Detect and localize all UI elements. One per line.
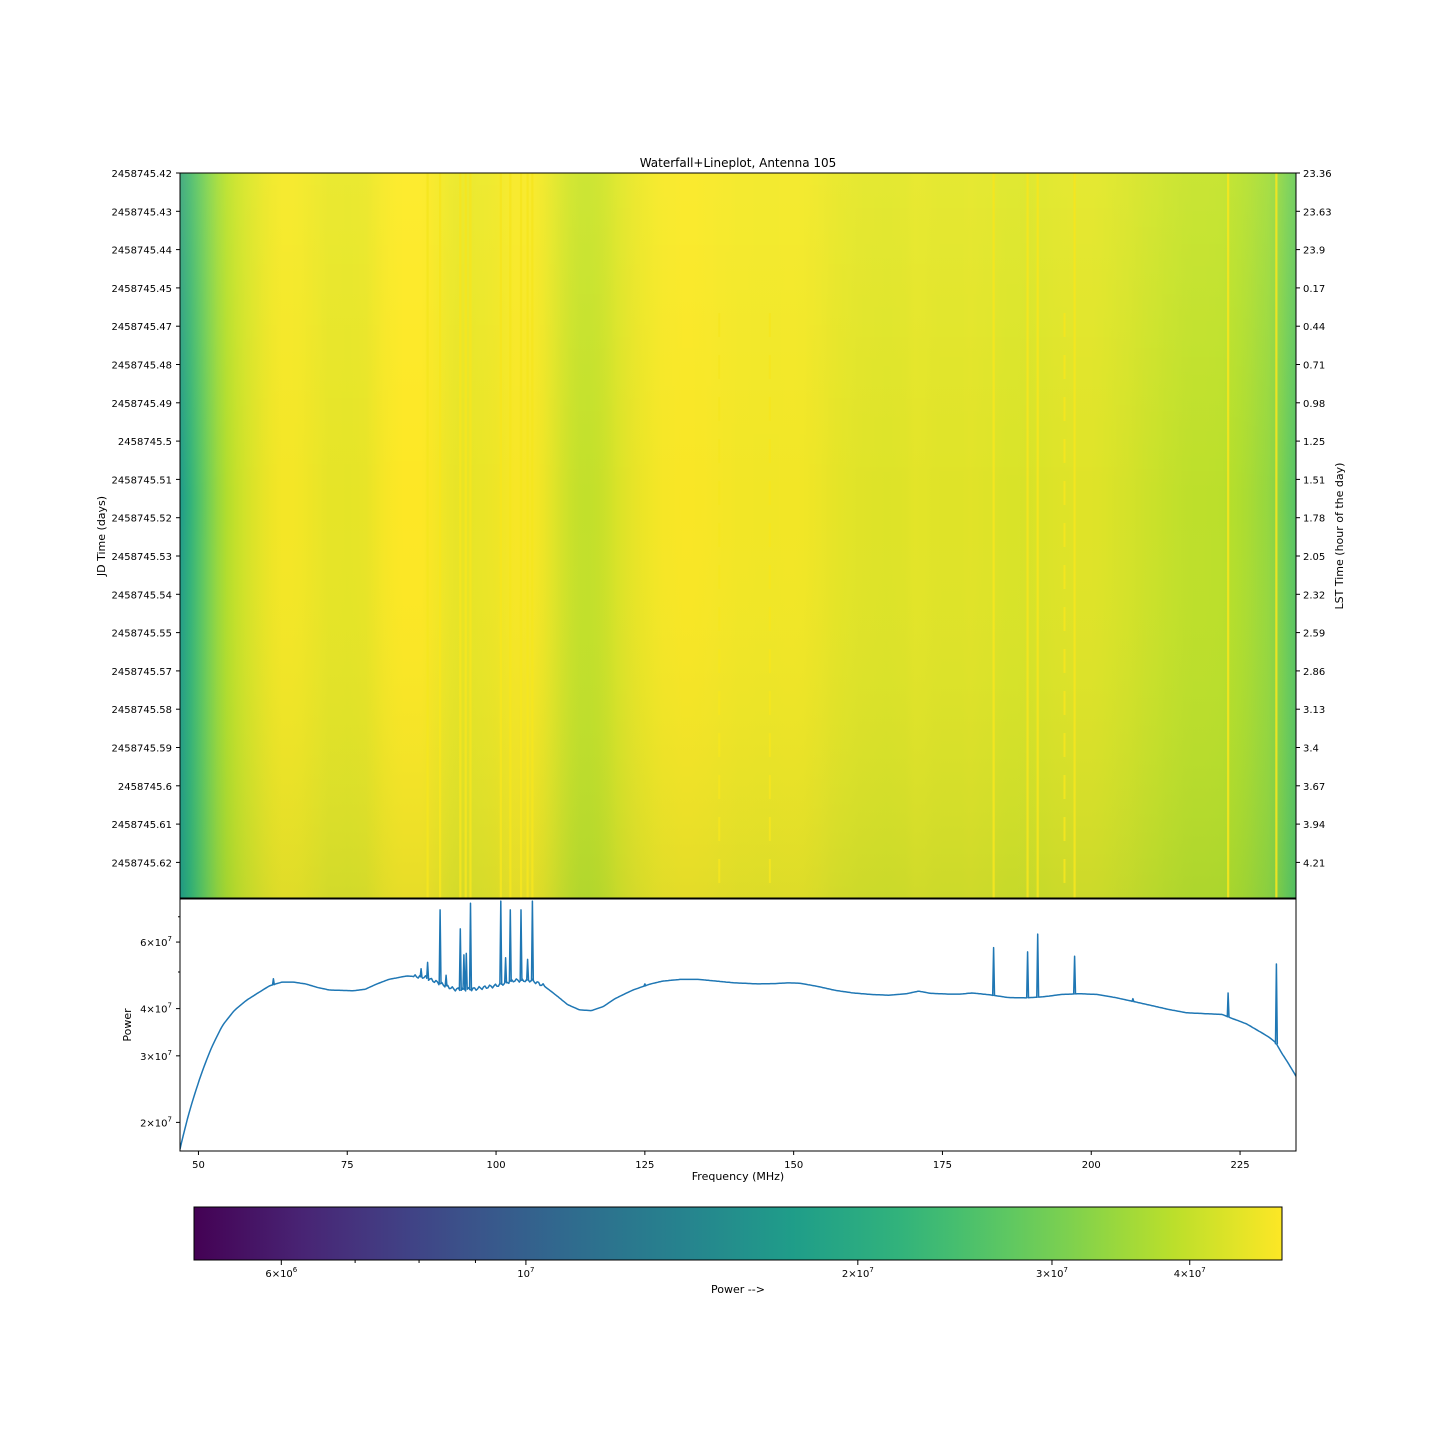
jd-axis-label: JD Time (days): [95, 496, 108, 577]
jd-axis: 2458745.42 2458745.43 2458745.44 2458745.45…: [112, 169, 180, 869]
lst-axis-label: LST Time (hour of the day): [1333, 463, 1346, 610]
colorbar-tick-label: 6×106: [265, 1266, 297, 1280]
lst-tick-label: 3.4: [1303, 744, 1319, 755]
chart-title: Waterfall+Lineplot, Antenna 105: [640, 156, 837, 170]
colorbar-tick-label: 4×107: [1174, 1266, 1206, 1280]
waterfall-frame: [179, 172, 1297, 899]
frequency-axis-label: Frequency (MHz): [692, 1170, 784, 1183]
waterfall-rfi-lines: [426, 173, 1278, 898]
lst-tick-label: 2.59: [1303, 629, 1325, 640]
power-axis-label: Power: [121, 1008, 134, 1042]
colorbar-tick-label: 2×107: [842, 1266, 874, 1280]
waterfall-panel: 2458745.42 2458745.43 2458745.44 2458745.45…: [95, 169, 1346, 899]
lst-tick-label: 23.9: [1303, 246, 1325, 257]
lst-tick-label: 2.86: [1303, 667, 1325, 678]
colorbar: 6×106 107 2×107 3×107 4×107 Power -->: [193, 1206, 1283, 1296]
jd-tick-label: 2458745.51: [112, 475, 172, 486]
lst-tick-label: 0.44: [1303, 322, 1325, 333]
lineplot-panel: 50 75 100 125 150 175 200 225 2×107 3×107 4×107 6×…: [121, 898, 1297, 1183]
lst-tick-label: 1.25: [1303, 437, 1325, 448]
jd-tick-label: 2458745.47: [112, 322, 172, 333]
frequency-tick-label: 100: [487, 1160, 506, 1171]
frequency-tick-label: 50: [192, 1160, 205, 1171]
jd-tick-label: 2458745.52: [112, 514, 172, 525]
frequency-axis: 50 75 100 125 150 175 200 225: [192, 1151, 1250, 1171]
jd-tick-label: 2458745.45: [112, 284, 172, 295]
lst-tick-label: 3.94: [1303, 820, 1325, 831]
waterfall-time-shading: [180, 173, 1296, 898]
colorbar-label: Power -->: [711, 1283, 765, 1296]
lst-tick-label: 23.63: [1303, 207, 1332, 218]
frequency-tick-label: 225: [1231, 1160, 1250, 1171]
jd-tick-label: 2458745.62: [112, 858, 172, 869]
power-axis: 2×107 3×107 4×107 6×107: [140, 916, 180, 1129]
colorbar-tick-label: 107: [517, 1266, 534, 1280]
lst-tick-label: 3.13: [1303, 705, 1325, 716]
colorbar-axis: 6×106 107 2×107 3×107 4×107: [265, 1260, 1206, 1280]
power-line: [180, 900, 1296, 1150]
jd-tick-label: 2458745.44: [112, 246, 172, 257]
jd-tick-label: 2458745.54: [112, 590, 172, 601]
frequency-tick-label: 75: [341, 1160, 354, 1171]
lst-tick-label: 3.67: [1303, 782, 1325, 793]
jd-tick-label: 2458745.42: [112, 169, 172, 180]
jd-tick-label: 2458745.6: [118, 782, 172, 793]
lst-tick-label: 0.98: [1303, 399, 1325, 410]
jd-tick-label: 2458745.53: [112, 552, 172, 563]
lst-tick-label: 2.32: [1303, 590, 1325, 601]
frequency-tick-label: 200: [1082, 1160, 1101, 1171]
frequency-tick-label: 150: [784, 1160, 803, 1171]
lst-tick-label: 1.51: [1303, 475, 1325, 486]
lst-tick-label: 0.17: [1303, 284, 1325, 295]
lst-tick-label: 4.21: [1303, 858, 1325, 869]
colorbar-gradient-bar: [193, 1206, 1283, 1261]
power-tick-label: 2×107: [140, 1115, 172, 1129]
power-tick-label: 4×107: [140, 1002, 172, 1016]
lineplot-background: [180, 899, 1296, 1151]
jd-tick-label: 2458745.58: [112, 705, 172, 716]
lineplot-frame: [179, 898, 1297, 1152]
lst-tick-label: 2.05: [1303, 552, 1325, 563]
jd-tick-label: 2458745.43: [112, 207, 172, 218]
jd-tick-label: 2458745.55: [112, 629, 172, 640]
jd-tick-label: 2458745.49: [112, 399, 172, 410]
lst-axis: 23.36 23.63 23.9 0.17 0.44 0.71 0.98 1.25 1.51 1.…: [1296, 169, 1332, 869]
lst-tick-label: 1.78: [1303, 514, 1325, 525]
jd-tick-label: 2458745.48: [112, 361, 172, 372]
lst-tick-label: 23.36: [1303, 169, 1332, 180]
jd-tick-label: 2458745.57: [112, 667, 172, 678]
colorbar-tick-label: 3×107: [1036, 1266, 1068, 1280]
lst-tick-label: 0.71: [1303, 361, 1325, 372]
frequency-tick-label: 175: [933, 1160, 952, 1171]
frequency-tick-label: 125: [635, 1160, 654, 1171]
jd-tick-label: 2458745.5: [118, 437, 172, 448]
jd-tick-label: 2458745.61: [112, 820, 172, 831]
power-tick-label: 6×107: [140, 935, 172, 949]
power-tick-label: 3×107: [140, 1049, 172, 1063]
jd-tick-label: 2458745.59: [112, 744, 172, 755]
